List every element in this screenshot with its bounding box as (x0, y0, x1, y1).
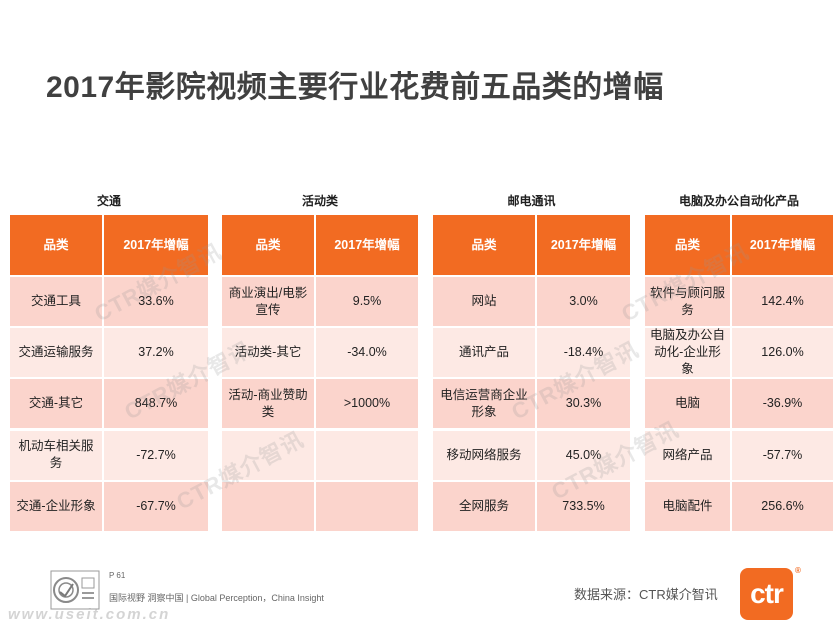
category-cell: 通讯产品 (433, 328, 535, 378)
page-title: 2017年影院视频主要行业花费前五品类的增幅 (46, 71, 664, 104)
category-cell: 电脑 (645, 379, 730, 429)
table-row: 交通-其它 848.7% (10, 379, 208, 429)
header-category-cell: 品类 (645, 215, 730, 275)
growth-cell: -36.9% (732, 379, 833, 429)
category-cell: 全网服务 (433, 481, 535, 531)
growth-cell: 848.7% (104, 379, 208, 429)
table-row (222, 430, 418, 480)
category-cell (222, 481, 314, 531)
table-row: 活动类-其它 -34.0% (222, 328, 418, 378)
table-row: 交通-企业形象 -67.7% (10, 481, 208, 531)
category-cell: 电脑及办公自动化-企业形象 (645, 328, 730, 378)
table-title-telecom: 邮电通讯 (507, 194, 556, 208)
table-row: 电信运营商企业形象 30.3% (433, 379, 630, 429)
table-title-computer-office: 电脑及办公自动化产品 (678, 194, 799, 208)
table-row: 交通工具 33.6% (10, 277, 208, 326)
header-category-cell: 品类 (433, 215, 535, 275)
table-title-events: 活动类 (301, 194, 338, 208)
growth-cell: -18.4% (537, 328, 630, 378)
growth-cell: 142.4% (732, 277, 833, 326)
growth-cell: >1000% (316, 379, 418, 429)
table-header-row: 品类 2017年增幅 (10, 215, 208, 275)
category-cell: 电信运营商企业形象 (433, 379, 535, 429)
header-growth-cell: 2017年增幅 (537, 215, 630, 275)
category-cell: 活动类-其它 (222, 328, 314, 378)
category-cell: 交通-企业形象 (10, 481, 102, 531)
growth-cell: 33.6% (104, 277, 208, 326)
growth-cell (316, 481, 418, 531)
registered-mark: ® (795, 566, 801, 575)
header-growth-cell: 2017年增幅 (316, 215, 418, 275)
category-cell: 移动网络服务 (433, 430, 535, 480)
header-growth-cell: 2017年增幅 (104, 215, 208, 275)
growth-cell: -67.7% (104, 481, 208, 531)
growth-cell: 45.0% (537, 430, 630, 480)
header-category-cell: 品类 (10, 215, 102, 275)
table-row: 活动-商业赞助类 >1000% (222, 379, 418, 429)
table-transport: 品类 2017年增幅 交通工具 33.6% 交通运输服务 37.2% 交通-其它 848.7%… (10, 215, 208, 531)
certification-seal-icon (50, 570, 100, 610)
category-cell: 网站 (433, 277, 535, 326)
table-row: 通讯产品 -18.4% (433, 328, 630, 378)
table-row: 电脑 -36.9% (645, 379, 833, 429)
category-cell: 电脑配件 (645, 481, 730, 531)
table-telecom: 品类 2017年增幅 网站 3.0% 通讯产品 -18.4% 电信运营商企业形象 30.3% 移… (433, 215, 630, 531)
table-row: 电脑及办公自动化-企业形象 126.0% (645, 328, 833, 378)
table-row: 软件与顾问服务 142.4% (645, 277, 833, 326)
table-title-transport: 交通 (96, 194, 121, 208)
site-watermark: www.useit.com.cn (8, 606, 171, 623)
category-cell: 交通工具 (10, 277, 102, 326)
category-cell: 交通-其它 (10, 379, 102, 429)
table-row: 全网服务 733.5% (433, 481, 630, 531)
table-row: 网络产品 -57.7% (645, 430, 833, 480)
footer-slogan: 国际视野 洞察中国 | Global Perception，China Insi… (109, 593, 324, 603)
growth-cell: 37.2% (104, 328, 208, 378)
table-row: 网站 3.0% (433, 277, 630, 326)
category-cell: 机动车相关服务 (10, 430, 102, 480)
growth-cell (316, 430, 418, 480)
table-row (222, 481, 418, 531)
header-category-cell: 品类 (222, 215, 314, 275)
growth-cell: 126.0% (732, 328, 833, 378)
page-number: P 61 (109, 571, 126, 580)
table-row: 移动网络服务 45.0% (433, 430, 630, 480)
table-header-row: 品类 2017年增幅 (645, 215, 833, 275)
category-cell: 商业演出/电影宣传 (222, 277, 314, 326)
table-computer-office: 品类 2017年增幅 软件与顾问服务 142.4% 电脑及办公自动化-企业形象 126.0… (645, 215, 833, 531)
header-growth-cell: 2017年增幅 (732, 215, 833, 275)
table-header-row: 品类 2017年增幅 (222, 215, 418, 275)
table-row: 机动车相关服务 -72.7% (10, 430, 208, 480)
growth-cell: -72.7% (104, 430, 208, 480)
data-source: 数据来源：CTR媒介智讯 (574, 587, 718, 602)
category-cell: 软件与顾问服务 (645, 277, 730, 326)
table-events: 品类 2017年增幅 商业演出/电影宣传 9.5% 活动类-其它 -34.0% 活动-商业赞… (222, 215, 418, 531)
growth-cell: 256.6% (732, 481, 833, 531)
growth-cell: 30.3% (537, 379, 630, 429)
category-cell: 交通运输服务 (10, 328, 102, 378)
growth-cell: 733.5% (537, 481, 630, 531)
growth-cell: 9.5% (316, 277, 418, 326)
table-row: 电脑配件 256.6% (645, 481, 833, 531)
category-cell: 网络产品 (645, 430, 730, 480)
growth-cell: -57.7% (732, 430, 833, 480)
growth-cell: -34.0% (316, 328, 418, 378)
category-cell (222, 430, 314, 480)
growth-cell: 3.0% (537, 277, 630, 326)
ctr-logo: ctr (740, 568, 793, 620)
table-row: 交通运输服务 37.2% (10, 328, 208, 378)
table-header-row: 品类 2017年增幅 (433, 215, 630, 275)
table-row: 商业演出/电影宣传 9.5% (222, 277, 418, 326)
category-cell: 活动-商业赞助类 (222, 379, 314, 429)
